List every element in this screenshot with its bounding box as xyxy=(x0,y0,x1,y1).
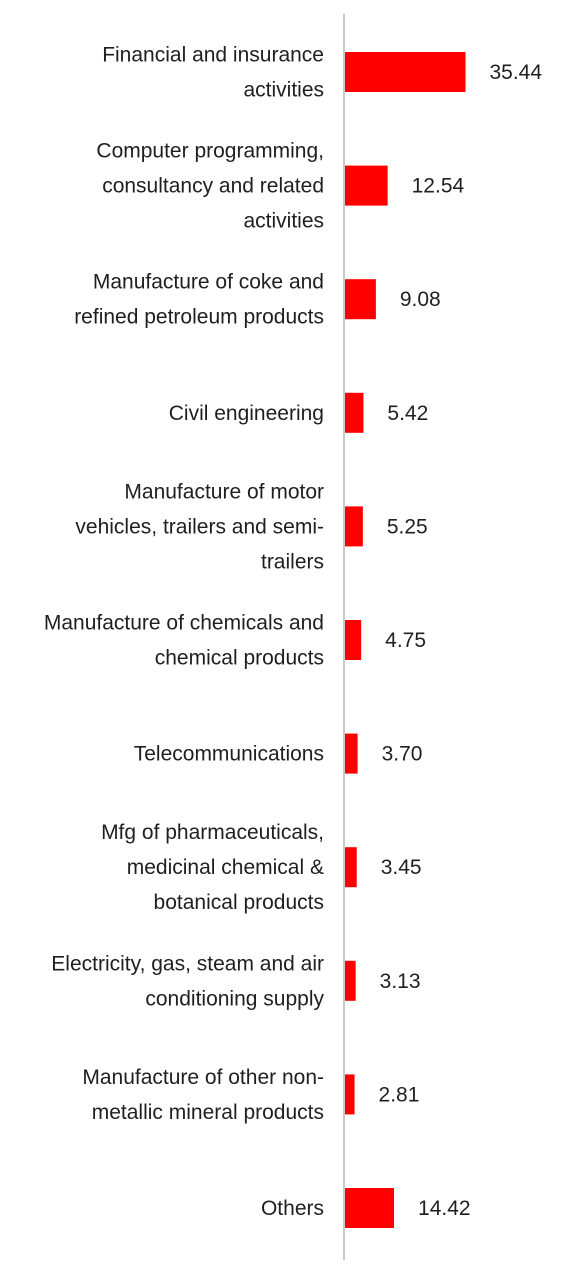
bar xyxy=(345,1188,395,1228)
value-label: 2.81 xyxy=(379,1083,420,1106)
value-label: 14.42 xyxy=(418,1197,471,1220)
category-label: Manufacture of other non-metallic minera… xyxy=(82,1066,324,1124)
category-label-line: Financial and insurance xyxy=(102,44,324,67)
category-label-line: Civil engineering xyxy=(169,402,324,425)
category-label-line: Manufacture of coke and xyxy=(93,271,324,294)
category-label-line: medicinal chemical & xyxy=(127,856,324,879)
category-label-line: activities xyxy=(243,79,324,102)
bar xyxy=(345,733,358,774)
value-label: 4.75 xyxy=(385,629,426,652)
value-label: 9.08 xyxy=(400,288,441,311)
bar xyxy=(345,52,466,92)
category-label-line: Manufacture of motor xyxy=(124,480,324,503)
category-label-line: conditioning supply xyxy=(145,987,324,1010)
category-label-line: activities xyxy=(243,210,324,233)
category-label-line: Mfg of pharmaceuticals, xyxy=(101,821,324,844)
bar xyxy=(345,392,364,433)
category-label-line: Manufacture of chemicals and xyxy=(44,612,324,635)
chart-rows: Financial and insurance activities 35.44 Co… xyxy=(44,44,542,1228)
value-label: 5.42 xyxy=(387,402,428,425)
value-label: 3.45 xyxy=(381,856,422,879)
category-label: Others xyxy=(261,1197,324,1220)
value-label: 35.44 xyxy=(489,61,542,84)
value-label: 3.70 xyxy=(382,743,423,766)
bar xyxy=(345,847,357,888)
bar xyxy=(345,960,356,1001)
category-label-line: metallic mineral products xyxy=(92,1101,324,1124)
category-label-line: Computer programming, xyxy=(96,140,324,163)
category-label-line: Telecommunications xyxy=(134,743,324,766)
category-label-line: trailers xyxy=(261,550,324,573)
value-label: 12.54 xyxy=(412,175,465,198)
bar xyxy=(345,506,363,547)
category-label: Manufacture of coke and refined petroleum… xyxy=(74,271,324,329)
category-label-line: Electricity, gas, steam and air xyxy=(51,952,324,975)
category-label: Telecommunications xyxy=(134,743,324,766)
category-label: Electricity, gas, steam and air condition… xyxy=(51,952,324,1010)
category-label-line: Others xyxy=(261,1197,324,1220)
category-label-line: refined petroleum products xyxy=(74,306,324,329)
category-label-line: vehicles, trailers and semi- xyxy=(75,515,324,538)
category-label: Mfg of pharmaceuticals, medicinal chemica… xyxy=(101,821,324,914)
value-label: 3.13 xyxy=(380,970,421,993)
category-label: Civil engineering xyxy=(169,402,324,425)
category-label-line: chemical products xyxy=(155,647,324,670)
category-label: Financial and insurance activities xyxy=(102,44,324,102)
bar xyxy=(345,620,362,660)
value-label: 5.25 xyxy=(387,515,428,538)
bar xyxy=(345,279,376,320)
category-label-line: consultancy and related xyxy=(102,175,324,198)
category-label-line: Manufacture of other non- xyxy=(82,1066,324,1089)
bar xyxy=(345,1074,355,1115)
category-label: Computer programming, consultancy and rel… xyxy=(96,140,324,233)
category-label: Manufacture of motor vehicles, trailers a… xyxy=(75,480,324,573)
category-label: Manufacture of chemicals and chemical pro… xyxy=(44,612,324,670)
category-label-line: botanical products xyxy=(154,891,324,914)
bar xyxy=(345,165,388,206)
